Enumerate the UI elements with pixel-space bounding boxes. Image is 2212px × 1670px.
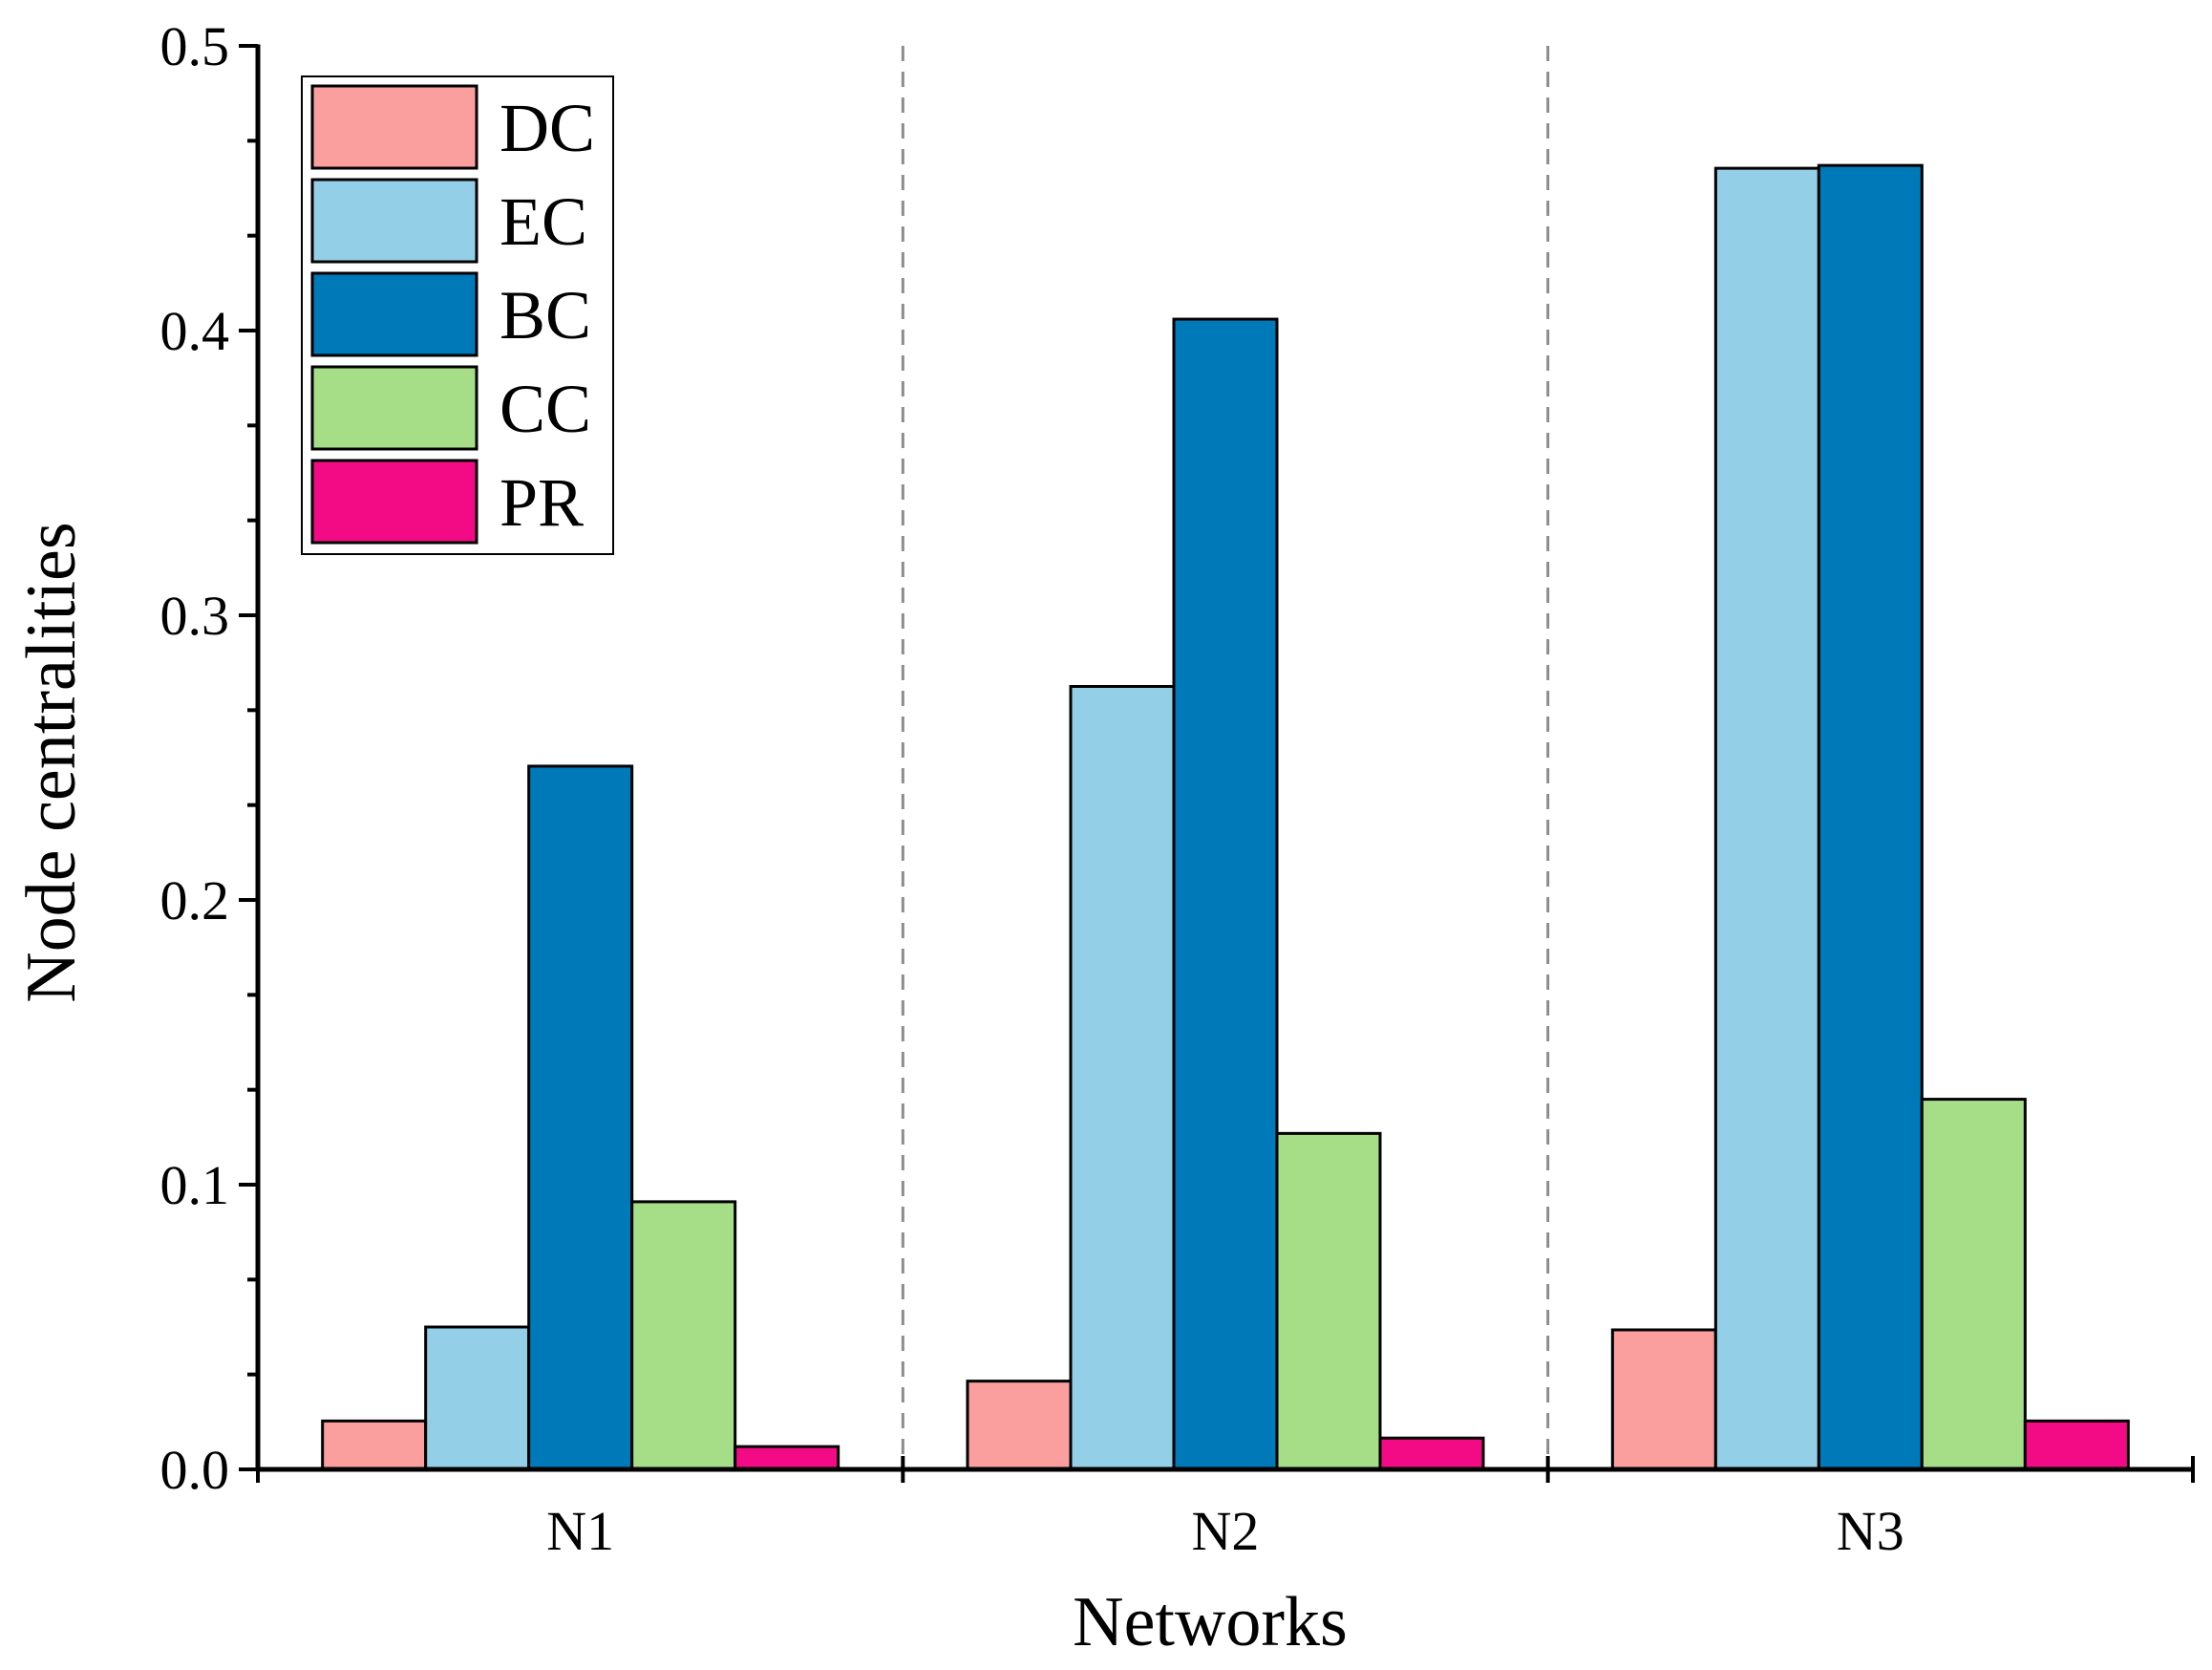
bar-cc-n1 — [630, 1200, 737, 1471]
x-axis-title: Networks — [1073, 1583, 1348, 1661]
bar-ec-n2 — [1069, 685, 1176, 1471]
bar-pr-n1 — [734, 1445, 840, 1471]
bar-cc-n2 — [1275, 1131, 1382, 1471]
bar-cc-n3 — [1920, 1098, 2027, 1471]
y-axis-title: Node centralities — [12, 522, 91, 1002]
bar-ec-n1 — [424, 1325, 531, 1471]
bar-dc-n3 — [1610, 1328, 1717, 1471]
legend-label-cc: CC — [500, 371, 591, 447]
legend-swatch-ec — [310, 178, 479, 264]
bar-dc-n2 — [966, 1380, 1073, 1471]
y-tick-label: 0.0 — [160, 1439, 230, 1501]
y-tick-label: 0.4 — [160, 300, 230, 362]
y-tick-label: 0.3 — [160, 585, 230, 647]
bar-pr-n3 — [2023, 1419, 2130, 1471]
legend-label-ec: EC — [500, 183, 587, 260]
bar-bc-n3 — [1817, 163, 1924, 1471]
legend-swatch-dc — [310, 84, 479, 170]
y-tick-label: 0.2 — [160, 869, 230, 931]
axes: 0.0 0.1 0.2 0.3 0.4 0.5 N1 N2 N3 — [160, 15, 2195, 1562]
legend-label-pr: PR — [500, 464, 584, 541]
legend-label-dc: DC — [500, 90, 595, 166]
x-category-label: N1 — [546, 1500, 614, 1562]
bar-pr-n2 — [1378, 1436, 1485, 1471]
legend-swatch-pr — [310, 459, 479, 545]
category-separators — [901, 46, 1550, 1469]
y-tick-label: 0.5 — [160, 15, 230, 77]
legend: DC EC BC CC PR — [301, 75, 614, 555]
bar-ec-n3 — [1713, 166, 1820, 1471]
x-category-label: N2 — [1192, 1500, 1260, 1562]
bar-dc-n1 — [321, 1419, 428, 1471]
x-category-label: N3 — [1837, 1500, 1904, 1562]
y-tick-label: 0.1 — [160, 1154, 230, 1216]
legend-swatch-cc — [310, 365, 479, 451]
legend-swatch-bc — [310, 271, 479, 357]
legend-label-bc: BC — [500, 277, 591, 353]
bar-bc-n2 — [1172, 317, 1279, 1471]
bar-bc-n1 — [527, 764, 634, 1471]
bars — [321, 163, 2130, 1471]
